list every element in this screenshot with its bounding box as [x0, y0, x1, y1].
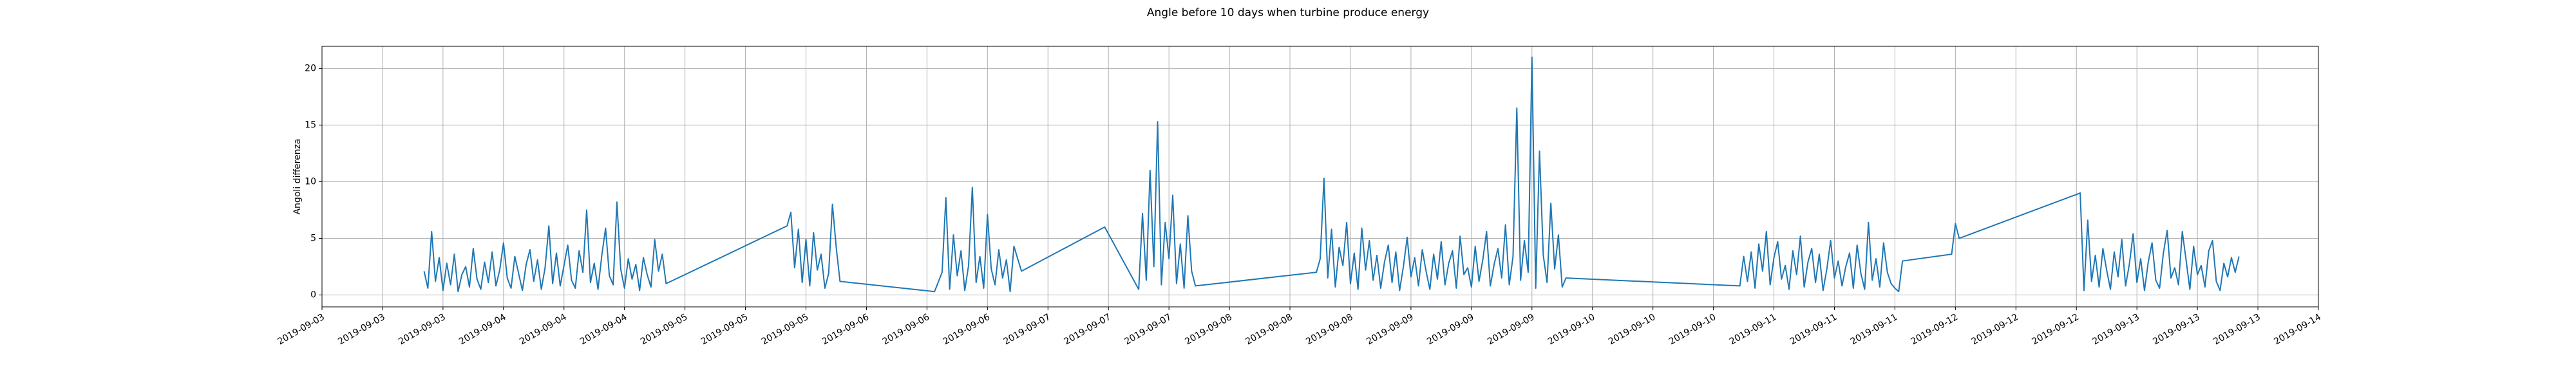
x-tick-label: 2019-09-06	[881, 312, 932, 347]
x-tick-label: 2019-09-08	[1244, 312, 1294, 347]
x-tick-label: 2019-09-10	[1667, 312, 1718, 347]
y-tick-label: 15	[305, 120, 316, 130]
x-tick-label: 2019-09-07	[1063, 312, 1113, 347]
x-tick-label: 2019-09-06	[820, 312, 871, 347]
x-tick-label: 2019-09-09	[1486, 312, 1536, 347]
x-tick-label: 2019-09-10	[1546, 312, 1596, 347]
x-tick-label: 2019-09-13	[2211, 312, 2262, 347]
x-tick-label: 2019-09-11	[1788, 312, 1839, 347]
x-tick-label: 2019-09-05	[639, 312, 689, 347]
x-tick-label: 2019-09-05	[699, 312, 750, 347]
plot-frame	[321, 46, 2319, 308]
x-tick-label: 2019-09-07	[1002, 312, 1052, 347]
x-tick-label: 2019-09-13	[2091, 312, 2141, 347]
x-tick-label: 2019-09-03	[276, 312, 326, 347]
x-tick-label: 2019-09-09	[1425, 312, 1475, 347]
x-tick-label: 2019-09-14	[2272, 312, 2323, 347]
y-tick-label: 0	[310, 290, 316, 300]
y-tick-label: 5	[310, 233, 316, 243]
x-tick-label: 2019-09-04	[457, 312, 508, 347]
x-tick-label: 2019-09-08	[1183, 312, 1233, 347]
x-tick-label: 2019-09-03	[397, 312, 447, 347]
x-tick-label: 2019-09-11	[1728, 312, 1778, 347]
x-tick-label: 2019-09-04	[578, 312, 629, 347]
chart-title: Angle before 10 days when turbine produc…	[1147, 6, 1429, 19]
x-tick-label: 2019-09-09	[1365, 312, 1415, 347]
y-tick-label: 20	[305, 63, 316, 73]
x-tick-label: 2019-09-05	[760, 312, 810, 347]
x-tick-label: 2019-09-11	[1849, 312, 1899, 347]
y-tick-label: 10	[305, 176, 316, 187]
data-line	[423, 56, 2240, 293]
x-tick-label: 2019-09-07	[1122, 312, 1173, 347]
x-tick-label: 2019-09-06	[942, 312, 992, 347]
y-axis-label: Angoli differenza	[292, 138, 303, 214]
x-tick-label: 2019-09-03	[336, 312, 386, 347]
x-tick-label: 2019-09-12	[2031, 312, 2081, 347]
x-tick-label: 2019-09-08	[1304, 312, 1354, 347]
x-tick-label: 2019-09-04	[518, 312, 569, 347]
x-tick-label: 2019-09-12	[1909, 312, 1960, 347]
x-tick-label: 2019-09-10	[1607, 312, 1657, 347]
x-tick-label: 2019-09-13	[2151, 312, 2201, 347]
x-tick-label: 2019-09-12	[1970, 312, 2020, 347]
